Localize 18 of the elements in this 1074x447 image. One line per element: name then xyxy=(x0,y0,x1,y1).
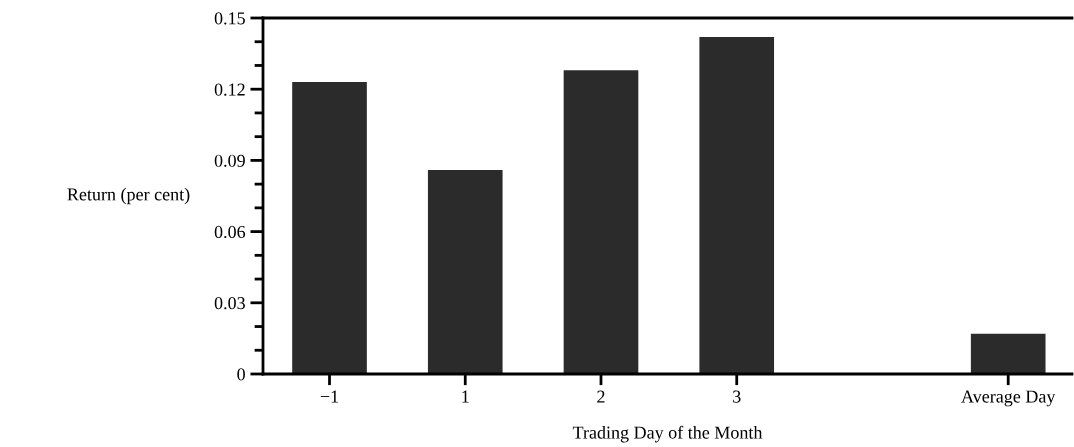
x-tick-label: Average Day xyxy=(961,390,1056,407)
bar xyxy=(292,82,367,374)
bar xyxy=(563,70,639,374)
y-axis-title: Return (per cent) xyxy=(67,187,190,205)
y-tick-label: 0.15 xyxy=(214,12,245,25)
y-tick-label: 0 xyxy=(237,368,245,381)
y-tick-label: 0.06 xyxy=(214,225,246,239)
x-axis-title: Trading Day of the Month xyxy=(572,425,763,443)
bar xyxy=(427,169,503,374)
bar xyxy=(699,36,775,374)
bar xyxy=(970,333,1046,374)
x-tick-label: 3 xyxy=(733,390,741,403)
x-tick-label: 2 xyxy=(597,390,605,403)
y-tick-label: 0.03 xyxy=(214,297,245,310)
y-tick-label: 0.09 xyxy=(214,154,245,167)
y-tick-label: 0.12 xyxy=(214,83,245,96)
x-tick-label: −1 xyxy=(320,390,339,403)
x-tick-label: 1 xyxy=(462,390,469,403)
